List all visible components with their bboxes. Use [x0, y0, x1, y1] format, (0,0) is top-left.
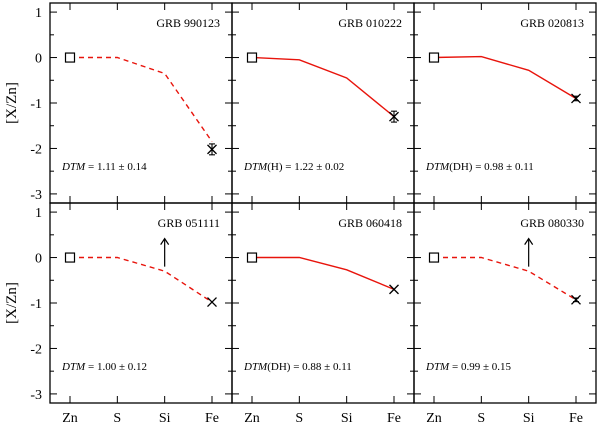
- xtick-label-s: S: [477, 411, 485, 426]
- panel-1-frame: [49, 2, 233, 204]
- panel-6-obs-zn-square: [428, 252, 440, 263]
- panel-1-dtm-label: DTM = 1.11 ± 0.14: [61, 161, 147, 173]
- panel-3-obs-zn-square: [428, 52, 440, 63]
- ytick-label-1--2: -2: [30, 142, 42, 157]
- panel-5-obs-zn-square: [246, 252, 258, 263]
- panel-3-frame: [413, 2, 597, 204]
- panel-2-title: GRB 010222: [338, 16, 402, 30]
- panel-6-dtm-prefix: DTM: [425, 361, 450, 373]
- panel-3-model-line: [433, 55, 577, 100]
- xtick-label-fe: Fe: [569, 411, 583, 426]
- panel-1-model-line: [70, 56, 213, 142]
- panel-5-dtm-prefix: DTM: [243, 361, 268, 373]
- panel-4-obs-fe-cross: [207, 297, 217, 308]
- panel-3-dtm-value: = 0.98 ± 0.11: [472, 161, 533, 173]
- xtick-label-s: S: [295, 411, 303, 426]
- y-axis-label-row-2: [X/Zn]: [4, 282, 20, 324]
- xtick-label-s: S: [113, 411, 121, 426]
- panel-6-title: GRB 080330: [520, 216, 584, 230]
- panel-5-dtm-suffix: (DH): [267, 361, 291, 373]
- panel-5-model-line: [252, 256, 395, 291]
- panel-3-dtm-label: DTM(DH) = 0.98 ± 0.11: [425, 161, 534, 173]
- panel-3-dtm-suffix: (DH): [449, 161, 473, 173]
- panel-6-limit-si-arrowhead: [524, 237, 534, 245]
- panel-2-dtm-label: DTM(H) = 1.22 ± 0.02: [243, 161, 344, 173]
- panel-1-obs-zn-square: [64, 52, 76, 63]
- ytick-label-1-0: 0: [35, 52, 42, 67]
- ytick-label-1--1: -1: [30, 97, 42, 112]
- ytick-label-2-0: 0: [35, 252, 42, 267]
- panel-4-dtm-value: = 1.00 ± 0.12: [85, 361, 147, 373]
- panel-1-title: GRB 990123: [156, 16, 220, 30]
- panel-5-dtm-label: DTM(DH) = 0.88 ± 0.11: [243, 361, 352, 373]
- panel-3-dtm-prefix: DTM: [425, 161, 450, 173]
- panel-1-dtm-prefix: DTM: [61, 161, 86, 173]
- panel-5-dtm-value: = 0.88 ± 0.11: [290, 361, 351, 373]
- panel-6-dtm-label: DTM = 0.99 ± 0.15: [425, 361, 511, 373]
- xtick-label-si: Si: [159, 411, 171, 426]
- panel-2-frame: [231, 2, 415, 204]
- panel-4-limit-si-arrowhead: [160, 237, 170, 245]
- panel-4-dtm-prefix: DTM: [61, 361, 86, 373]
- panel-5-frame: [231, 202, 415, 404]
- panel-3-title: GRB 020813: [520, 16, 584, 30]
- ytick-label-2--3: -3: [30, 388, 42, 403]
- panel-2-model-line: [251, 56, 395, 118]
- panel-2-dtm-value: = 1.22 ± 0.02: [283, 161, 345, 173]
- panel-5-title: GRB 060418: [338, 216, 402, 230]
- panel-2-dtm-suffix: (H): [267, 161, 283, 173]
- ytick-label-2--1: -1: [30, 297, 42, 312]
- panel-4-frame: [49, 202, 233, 404]
- xtick-label-zn: Zn: [426, 411, 442, 426]
- panel-6-frame: [413, 202, 597, 404]
- panel-2-dtm-prefix: DTM: [243, 161, 268, 173]
- panel-5-obs-fe-cross: [389, 284, 399, 295]
- xtick-label-si: Si: [341, 411, 353, 426]
- panel-6-dtm-value: = 0.99 ± 0.15: [449, 361, 511, 373]
- y-axis-label-row-1: [X/Zn]: [4, 82, 20, 124]
- panel-4-dtm-label: DTM = 1.00 ± 0.12: [61, 361, 147, 373]
- panel-4-obs-zn-square: [64, 252, 76, 263]
- ytick-label-1-1: 1: [35, 6, 42, 21]
- xtick-label-fe: Fe: [205, 411, 219, 426]
- panel-2-obs-zn-square: [246, 52, 258, 63]
- xtick-label-zn: Zn: [244, 411, 260, 426]
- xtick-label-si: Si: [523, 411, 535, 426]
- xtick-label-fe: Fe: [387, 411, 401, 426]
- panel-4-title: GRB 051111: [158, 216, 220, 230]
- xtick-label-zn: Zn: [62, 411, 78, 426]
- panel-1-dtm-value: = 1.11 ± 0.14: [85, 161, 147, 173]
- ytick-label-2--2: -2: [30, 342, 42, 357]
- panel-4-model-line: [70, 256, 213, 303]
- ytick-label-1--3: -3: [30, 188, 42, 203]
- panel-6-model-line: [434, 256, 577, 301]
- ytick-label-2-1: 1: [35, 206, 42, 221]
